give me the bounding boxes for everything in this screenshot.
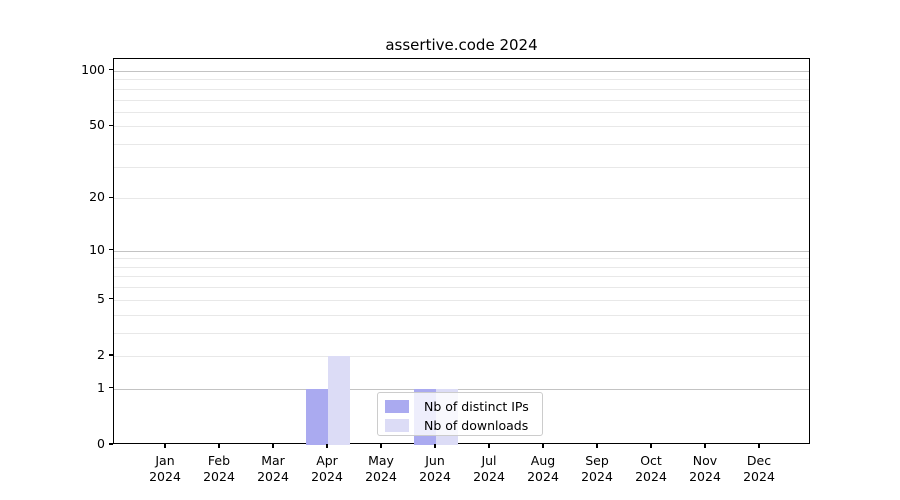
bar-apr-series-0 bbox=[306, 388, 328, 445]
gridline-minor-2 bbox=[114, 356, 809, 357]
gridline-major-100 bbox=[114, 70, 809, 72]
gridline-minor-80 bbox=[114, 88, 809, 90]
x-tick-label-may: May 2024 bbox=[365, 453, 397, 484]
y-tick-label-100: 100 bbox=[81, 61, 105, 77]
x-tick-mark-may bbox=[380, 444, 382, 448]
plot-area bbox=[113, 58, 810, 445]
x-tick-mark-mar bbox=[272, 444, 274, 448]
legend-item-downloads: Nb of downloads bbox=[385, 417, 535, 434]
x-tick-mark-aug bbox=[542, 444, 544, 448]
gridline-minor-6 bbox=[114, 287, 809, 289]
x-tick-mark-dec bbox=[758, 444, 760, 448]
y-tick-label-10: 10 bbox=[89, 241, 105, 257]
y-tick-label-2: 2 bbox=[97, 347, 105, 362]
x-tick-mark-sep bbox=[596, 444, 598, 448]
x-tick-mark-jan bbox=[164, 444, 166, 448]
gridline-minor-4 bbox=[114, 314, 809, 316]
gridline-minor-90 bbox=[114, 79, 809, 81]
y-tick-label-0: 0 bbox=[97, 436, 105, 451]
x-tick-label-apr: Apr 2024 bbox=[311, 453, 343, 484]
y-tick-mark-0 bbox=[109, 443, 113, 445]
x-tick-label-feb: Feb 2024 bbox=[203, 453, 235, 484]
x-tick-mark-oct bbox=[650, 444, 652, 448]
gridline-minor-7 bbox=[114, 276, 809, 278]
x-tick-label-jan: Jan 2024 bbox=[149, 453, 181, 484]
legend: Nb of distinct IPs Nb of downloads bbox=[377, 392, 543, 436]
x-tick-mark-apr bbox=[326, 444, 328, 448]
y-tick-label-1: 1 bbox=[97, 379, 105, 395]
y-tick-label-5: 5 bbox=[97, 290, 105, 306]
x-tick-label-jul: Jul 2024 bbox=[473, 453, 505, 484]
legend-swatch-distinct-ips bbox=[385, 400, 409, 413]
gridline-minor-8 bbox=[114, 266, 809, 268]
legend-label-downloads: Nb of downloads bbox=[424, 418, 529, 433]
gridline-minor-30 bbox=[114, 166, 809, 168]
y-tick-mark-2 bbox=[109, 354, 113, 356]
gridline-minor-9 bbox=[114, 258, 809, 260]
x-tick-mark-feb bbox=[218, 444, 220, 448]
y-tick-mark-1 bbox=[109, 387, 113, 389]
x-tick-label-sep: Sep 2024 bbox=[581, 453, 613, 484]
x-tick-label-dec: Dec 2024 bbox=[743, 453, 775, 484]
y-tick-mark-10 bbox=[109, 249, 113, 251]
y-tick-mark-50 bbox=[109, 124, 113, 126]
gridline-minor-60 bbox=[114, 111, 809, 113]
gridline-minor-5 bbox=[114, 299, 809, 301]
x-tick-label-jun: Jun 2024 bbox=[419, 453, 451, 484]
x-tick-label-mar: Mar 2024 bbox=[257, 453, 289, 484]
y-tick-mark-100 bbox=[109, 69, 113, 71]
x-tick-mark-nov bbox=[704, 444, 706, 448]
gridline-minor-50 bbox=[114, 126, 809, 128]
gridline-major-1 bbox=[114, 388, 809, 390]
gridline-minor-40 bbox=[114, 144, 809, 145]
y-tick-label-50: 50 bbox=[89, 117, 105, 133]
gridline-minor-3 bbox=[114, 332, 809, 334]
chart-title: assertive.code 2024 bbox=[385, 36, 538, 54]
legend-swatch-downloads bbox=[385, 419, 409, 432]
x-tick-label-aug: Aug 2024 bbox=[527, 453, 559, 484]
x-tick-label-oct: Oct 2024 bbox=[635, 453, 667, 484]
x-tick-mark-jul bbox=[488, 444, 490, 448]
gridline-major-10 bbox=[114, 250, 809, 252]
y-tick-label-20: 20 bbox=[89, 189, 105, 205]
legend-label-distinct-ips: Nb of distinct IPs bbox=[424, 399, 529, 414]
gridline-minor-70 bbox=[114, 99, 809, 101]
y-tick-mark-5 bbox=[109, 298, 113, 300]
gridline-minor-20 bbox=[114, 198, 809, 200]
legend-item-distinct-ips: Nb of distinct IPs bbox=[385, 398, 535, 415]
x-tick-label-nov: Nov 2024 bbox=[689, 453, 721, 484]
bar-apr-series-1 bbox=[328, 356, 350, 445]
y-tick-mark-20 bbox=[109, 196, 113, 198]
x-tick-mark-jun bbox=[434, 444, 436, 448]
